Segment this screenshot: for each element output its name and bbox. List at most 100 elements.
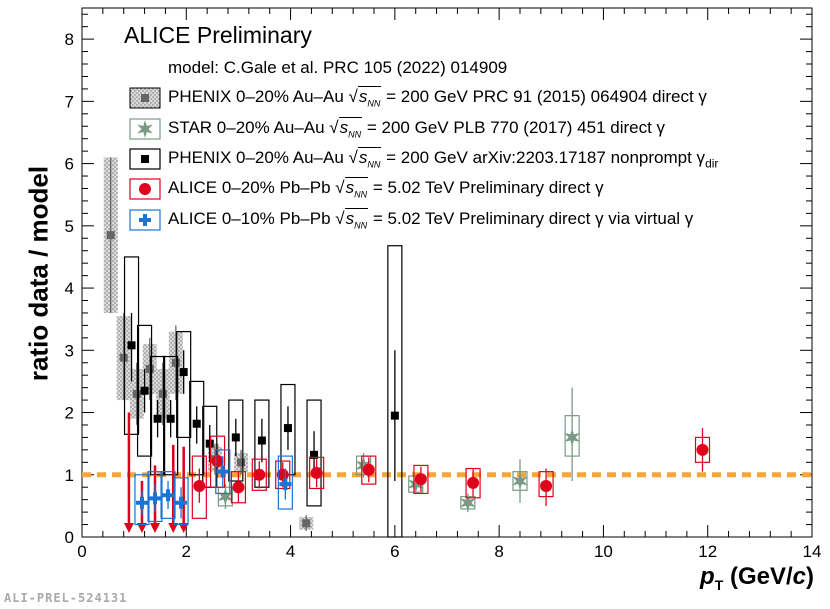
- marker-star: [137, 120, 153, 138]
- marker-cross: [139, 214, 151, 226]
- marker-square-gray: [237, 458, 246, 467]
- syst-box: [173, 477, 189, 526]
- legend-entry: PHENIX 0–20% Au–Au √sNN = 200 GeV PRC 91…: [168, 86, 707, 109]
- legend-entry-suffix: = 200 GeV arXiv:2203.17187 nonprompt γ: [386, 148, 706, 167]
- syst-box: [136, 324, 153, 457]
- sqrt-snn-symbol: √sNN: [348, 86, 382, 109]
- x-tick-label: 6: [390, 542, 399, 561]
- syst-box: [202, 405, 218, 488]
- marker-circle: [540, 479, 553, 492]
- legend-entry-name: ALICE 0–20% Pb–Pb: [168, 178, 336, 197]
- marker-star: [217, 487, 234, 506]
- y-tick-label: 6: [65, 155, 74, 174]
- syst-box: [134, 474, 150, 526]
- y-tick-label: 4: [65, 279, 74, 298]
- marker-square-gray: [119, 353, 128, 362]
- marker-square-black: [205, 439, 214, 448]
- marker-square-black: [231, 433, 240, 442]
- y-tick-label: 2: [65, 404, 74, 423]
- legend-entry-name: PHENIX 0–20% Au–Au: [168, 87, 349, 106]
- syst-box: [147, 471, 163, 523]
- syst-box: [150, 355, 166, 476]
- y-axis-label: ratio data / model: [23, 165, 54, 382]
- syst-box: [123, 256, 140, 435]
- marker-square-black: [283, 424, 292, 433]
- syst-box: [228, 399, 244, 482]
- marker-square-black: [166, 414, 175, 423]
- marker-square-black: [141, 155, 149, 163]
- syst-box: [465, 467, 481, 499]
- x-tick-label: 10: [594, 542, 613, 561]
- syst-box: [176, 331, 192, 439]
- marker-circle: [414, 473, 427, 486]
- marker-star: [460, 493, 476, 512]
- marker-square-gray: [145, 364, 154, 373]
- marker-cross: [162, 489, 175, 502]
- legend-entry-name: PHENIX 0–20% Au–Au: [168, 148, 349, 167]
- marker-cross: [175, 496, 188, 509]
- syst-box: [189, 380, 205, 476]
- x-tick-label: 2: [182, 542, 191, 561]
- series-2: [123, 245, 403, 538]
- x-tick-label: 4: [286, 542, 295, 561]
- marker-square-gray: [302, 519, 311, 528]
- syst-box: [306, 399, 322, 507]
- marker-circle: [467, 476, 480, 489]
- marker-cross: [135, 496, 148, 509]
- sqrt-snn-symbol: √sNN: [335, 177, 369, 200]
- syst-box: [209, 435, 226, 488]
- syst-box: [215, 449, 231, 495]
- syst-box: [160, 471, 176, 519]
- marker-star: [564, 428, 580, 447]
- marker-square-black: [179, 368, 188, 377]
- chart-title: ALICE Preliminary: [124, 22, 312, 48]
- marker-square-black: [310, 450, 319, 459]
- marker-star: [512, 472, 528, 490]
- marker-square-gray: [171, 358, 180, 367]
- x-tick-label: 0: [77, 542, 86, 561]
- y-tick-label: 8: [65, 30, 74, 49]
- marker-square-black: [127, 341, 136, 350]
- x-axis-label: pT (GeV/c): [700, 563, 814, 593]
- legend-entry-suffix: = 200 GeV PRC 91 (2015) 064904 direct γ: [386, 87, 707, 106]
- marker-square-black: [153, 414, 162, 423]
- marker-circle: [362, 463, 375, 476]
- marker-star: [407, 475, 424, 494]
- plot-frame: [81, 7, 813, 538]
- legend-entry-name: STAR 0–20% Au–Au: [168, 118, 330, 137]
- legend-entry-suffix: = 5.02 TeV Preliminary direct γ: [372, 178, 604, 197]
- reference-id: ALI-PREL-524131: [4, 591, 128, 605]
- upper-limit-arrow: [168, 523, 179, 533]
- y-tick-label: 5: [65, 217, 74, 236]
- x-tick-label: 12: [698, 542, 717, 561]
- marker-square-gray: [141, 94, 149, 102]
- syst-box: [254, 399, 270, 488]
- legend-model-text: model: C.Gale et al. PRC 105 (2022) 0149…: [168, 58, 508, 77]
- series-3: [123, 412, 711, 533]
- y-tick-label: 3: [65, 341, 74, 360]
- marker-square-black: [390, 411, 399, 420]
- marker-circle: [253, 468, 266, 481]
- legend-markers: [129, 87, 161, 231]
- y-tick-label: 1: [65, 466, 74, 485]
- legend-entry-suffix: = 200 GeV PLB 770 (2017) 451 direct γ: [366, 118, 666, 137]
- series-1: [217, 387, 580, 513]
- legend-entry: ALICE 0–10% Pb–Pb √sNN = 5.02 TeV Prelim…: [168, 208, 694, 230]
- sqrt-snn-symbol: √sNN: [348, 147, 382, 170]
- y-tick-label: 7: [65, 92, 74, 111]
- marker-circle: [696, 443, 709, 456]
- marker-square-black: [140, 386, 149, 395]
- marker-circle: [232, 481, 245, 494]
- marker-circle: [310, 466, 323, 479]
- upper-limit-arrow: [123, 523, 134, 533]
- x-tick-label: 14: [803, 542, 822, 561]
- marker-cross: [149, 492, 161, 505]
- legend-entry-suffix: = 5.02 TeV Preliminary direct γ via virt…: [372, 209, 694, 228]
- syst-box: [163, 355, 179, 476]
- syst-box: [309, 456, 325, 490]
- syst-box: [191, 455, 207, 519]
- marker-square-gray: [158, 389, 167, 398]
- y-tick-label: 0: [65, 528, 74, 547]
